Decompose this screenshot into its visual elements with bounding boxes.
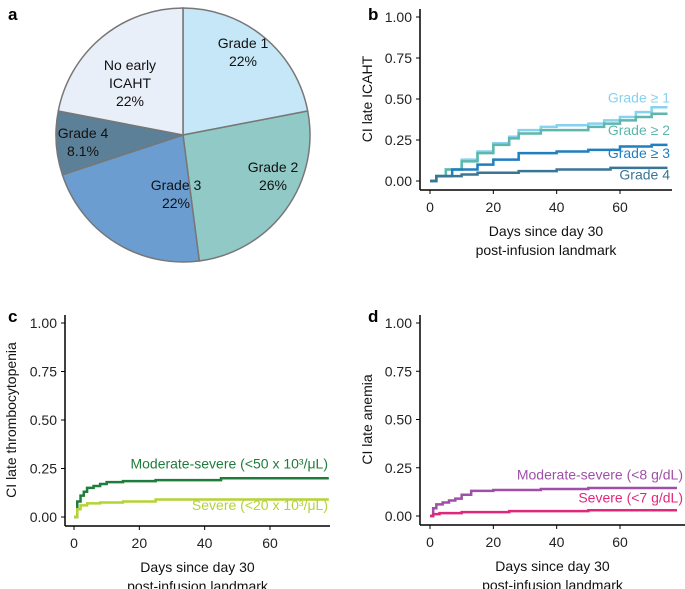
pie-slice-label: ICAHT xyxy=(109,75,151,91)
x-tick-label: 20 xyxy=(132,535,148,551)
y-tick-label: 1.00 xyxy=(385,9,412,25)
x-tick-label: 60 xyxy=(612,199,628,215)
y-tick-label: 0.00 xyxy=(385,173,412,189)
y-tick-label: 0.50 xyxy=(385,412,412,428)
x-axis-label: Days since day 30 xyxy=(489,223,604,239)
series-label: Grade ≥ 1 xyxy=(608,89,670,105)
series-label: Grade 4 xyxy=(619,166,670,182)
pie-slice-value: 22% xyxy=(162,195,190,211)
series-label: Severe (<7 g/dL) xyxy=(578,489,683,505)
pie-slice-value: 22% xyxy=(229,53,257,69)
pie-slice-label: Grade 1 xyxy=(218,35,269,51)
y-tick-label: 1.00 xyxy=(385,315,412,331)
series-line xyxy=(430,508,677,518)
series-line xyxy=(74,498,329,519)
pie-slice-label: Grade 3 xyxy=(151,177,202,193)
y-axis-label: CI late anemia xyxy=(359,374,375,464)
x-axis-label: Days since day 30 xyxy=(495,558,610,574)
pie-slice-value: 26% xyxy=(259,177,287,193)
panel-label-c: c xyxy=(8,307,17,326)
pie-slice-value: 22% xyxy=(116,93,144,109)
y-tick-label: 0.75 xyxy=(385,50,412,66)
y-tick-label: 0.00 xyxy=(30,509,57,525)
series-label: Severe (<20 x 10³/μL) xyxy=(192,497,328,513)
x-tick-label: 20 xyxy=(486,534,502,550)
x-tick-label: 40 xyxy=(197,535,213,551)
y-tick-label: 0.50 xyxy=(30,412,57,428)
pie-slice-value: 8.1% xyxy=(67,143,99,159)
pie-slice xyxy=(182,7,309,136)
y-axis-label: CI late ICAHT xyxy=(359,55,375,142)
pie-slice-label: No early xyxy=(104,57,156,73)
y-axis-label: CI late thrombocytopenia xyxy=(3,342,19,498)
x-axis-label: Days since day 30 xyxy=(140,559,255,575)
series-label: Grade ≥ 3 xyxy=(608,145,670,161)
pie-slice xyxy=(57,7,184,136)
x-axis-label: post-infusion landmark xyxy=(482,577,624,589)
x-tick-label: 60 xyxy=(612,534,628,550)
pie-slice xyxy=(61,134,201,263)
x-tick-label: 40 xyxy=(549,534,565,550)
x-tick-label: 0 xyxy=(426,199,434,215)
series-line xyxy=(74,476,329,519)
series-label: Moderate-severe (<50 x 10³/μL) xyxy=(130,456,328,472)
x-axis-label: post-infusion landmark xyxy=(127,578,269,589)
x-axis-label: post-infusion landmark xyxy=(476,242,618,258)
panel-label-a: a xyxy=(8,5,18,24)
pie-slice-label: Grade 2 xyxy=(248,159,299,175)
x-tick-label: 0 xyxy=(70,535,78,551)
y-tick-label: 0.75 xyxy=(30,364,57,380)
x-tick-label: 0 xyxy=(426,534,434,550)
y-tick-label: 0.50 xyxy=(385,91,412,107)
y-tick-label: 1.00 xyxy=(30,315,57,331)
series-label: Grade ≥ 2 xyxy=(608,122,670,138)
pie-slice xyxy=(182,110,311,262)
x-tick-label: 20 xyxy=(486,199,502,215)
x-tick-label: 40 xyxy=(549,199,565,215)
series-line xyxy=(430,166,668,183)
x-tick-label: 60 xyxy=(262,535,278,551)
panel-label-b: b xyxy=(368,5,378,24)
y-tick-label: 0.25 xyxy=(385,132,412,148)
series-line xyxy=(430,486,677,518)
y-tick-label: 0.75 xyxy=(385,363,412,379)
panel-label-d: d xyxy=(368,307,378,326)
pie-slice-label: Grade 4 xyxy=(58,125,109,141)
y-tick-label: 0.25 xyxy=(385,460,412,476)
y-tick-label: 0.25 xyxy=(30,461,57,477)
y-tick-label: 0.00 xyxy=(385,508,412,524)
series-label: Moderate-severe (<8 g/dL) xyxy=(517,466,683,482)
